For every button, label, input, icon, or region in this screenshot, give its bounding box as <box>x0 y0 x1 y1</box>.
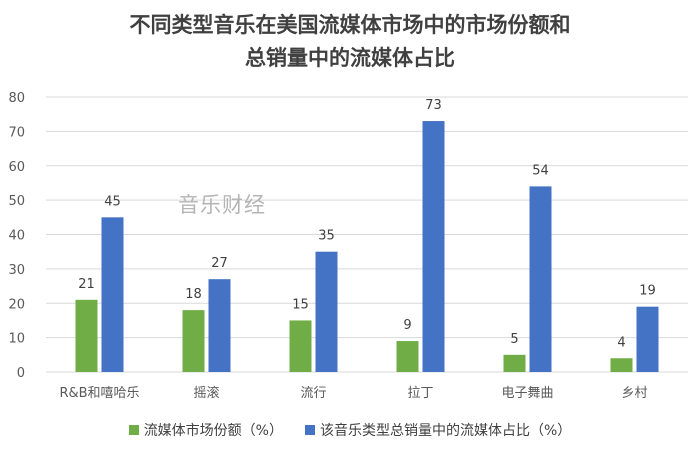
x-tick-label: 拉丁 <box>407 386 433 401</box>
data-label: 4 <box>617 335 625 350</box>
data-label: 19 <box>639 284 656 299</box>
x-tick-label: R&B和嘻哈乐 <box>59 386 139 401</box>
bar-series-1 <box>610 358 633 372</box>
data-label: 5 <box>510 332 518 347</box>
data-label: 27 <box>211 256 228 271</box>
y-tick-label: 80 <box>8 91 25 106</box>
bar-series-2 <box>422 121 445 372</box>
data-label: 54 <box>532 163 549 178</box>
legend-label-series-1: 流媒体市场份额（%） <box>143 423 283 439</box>
bar-series-1 <box>396 341 419 372</box>
legend-label-series-2: 该音乐类型总销量中的流媒体占比（%） <box>320 423 572 439</box>
legend-item-series-2: 该音乐类型总销量中的流媒体占比（%） <box>305 420 571 440</box>
legend-swatch-series-2 <box>305 425 315 435</box>
data-label: 73 <box>425 98 442 113</box>
x-tick-label: 摇滚 <box>193 385 219 401</box>
x-tick-label: 流行 <box>300 386 326 401</box>
y-tick-label: 70 <box>8 125 25 140</box>
y-tick-label: 10 <box>8 332 25 347</box>
bar-series-2 <box>208 279 231 372</box>
bar-series-2 <box>529 186 552 372</box>
legend-item-series-1: 流媒体市场份额（%） <box>128 420 283 440</box>
data-label: 9 <box>403 318 411 333</box>
y-tick-label: 50 <box>8 194 25 209</box>
bar-series-2 <box>636 306 659 372</box>
bar-series-1 <box>75 299 98 372</box>
x-tick-label: 电子舞曲 <box>501 386 553 401</box>
chart-title-line-1: 不同类型音乐在美国流媒体市场中的市场份额和 <box>129 12 571 37</box>
x-tick-label: 乡村 <box>621 386 647 401</box>
y-tick-label: 40 <box>8 229 25 244</box>
data-label: 15 <box>292 297 309 312</box>
y-tick-label: 30 <box>8 263 25 278</box>
y-tick-label: 0 <box>17 366 25 381</box>
bar-series-1 <box>182 310 205 372</box>
legend: 流媒体市场份额（%） 该音乐类型总销量中的流媒体占比（%） <box>0 420 700 440</box>
chart-title: 不同类型音乐在美国流媒体市场中的市场份额和 总销量中的流媒体占比 <box>0 8 700 74</box>
bar-series-2 <box>315 251 338 372</box>
y-tick-label: 60 <box>8 160 25 175</box>
data-label: 18 <box>185 287 202 302</box>
chart-title-line-2: 总销量中的流媒体占比 <box>245 45 455 70</box>
watermark: 音乐财经 <box>178 193 266 217</box>
bar-series-2 <box>101 217 124 372</box>
data-label: 35 <box>318 229 335 244</box>
legend-swatch-series-1 <box>128 425 139 435</box>
bar-series-1 <box>289 320 312 372</box>
y-tick-label: 20 <box>8 297 25 312</box>
data-label: 21 <box>78 277 95 292</box>
data-label: 45 <box>104 194 121 209</box>
bar-series-1 <box>503 354 526 372</box>
